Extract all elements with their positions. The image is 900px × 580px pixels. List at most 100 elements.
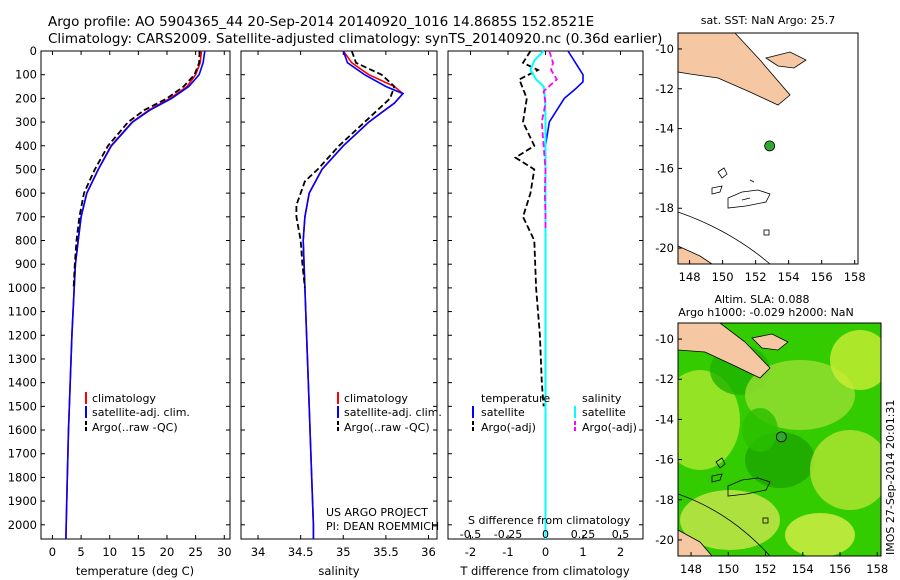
legend-label-sal-satellite: satellite: [582, 406, 626, 419]
depth-tick-label: 400: [15, 139, 37, 153]
x-tick-label: 10: [102, 545, 117, 559]
argo-float-marker: [775, 431, 787, 443]
x-tick-label: 25: [188, 545, 203, 559]
series-line-satellite-adj: [302, 50, 405, 539]
argo-float-marker: [764, 140, 776, 152]
s-tick-label: -0.25: [494, 528, 522, 541]
salinity-panel-frame: [240, 50, 438, 540]
legend-label-climatology: climatology: [344, 392, 408, 405]
header-line-2: Climatology: CARS2009. Satellite-adjuste…: [48, 31, 662, 47]
s-tick-label: -0.5: [460, 528, 481, 541]
legend-label-argo: Argo(..raw -QC): [344, 421, 430, 434]
sla-map: 148 150 152 154 156 158 -10 -12 -14 -16 -18 -20: [655, 322, 888, 576]
coral-sea-reefs: [711, 167, 771, 209]
lat-tick-label: -12: [655, 82, 674, 96]
depth-axis: 0 100 200 300 400 500 600 700 800 900 1000 1100 1200…: [8, 44, 643, 532]
lon-tick-label: 150: [717, 562, 739, 576]
small-reef: [763, 229, 770, 236]
lon-tick-label: 154: [792, 562, 814, 576]
depth-tick-label: 1600: [8, 423, 37, 437]
x-tick-label: 2: [617, 545, 624, 559]
side-stamp: IMOS 27-Sep-2014 20:01:31: [884, 400, 897, 555]
legend-label-temp-satellite: satellite: [481, 406, 525, 419]
depth-tick-label: 1800: [8, 470, 37, 484]
land-new-guinea: [678, 323, 771, 379]
s-tick-label: 0.5: [612, 528, 630, 541]
temperature-panel: 0 5 10 15 20 25 30: [49, 50, 232, 559]
x-tick-label: 20: [160, 545, 175, 559]
x-tick-label: 36: [421, 545, 436, 559]
salinity-xlabel: salinity: [318, 564, 359, 578]
lat-tick-label: -10: [655, 332, 674, 346]
depth-tick-label: 100: [15, 68, 37, 82]
credit-project: US ARGO PROJECT: [326, 506, 428, 519]
sst-map-frame: [677, 32, 859, 265]
x-tick-label: -1: [502, 545, 513, 559]
lon-tick-label: 152: [745, 270, 767, 284]
land-island: [765, 51, 807, 69]
s-tick-label: 0: [542, 528, 549, 541]
x-tick-label: 15: [131, 545, 146, 559]
depth-tick-label: 1200: [8, 328, 37, 342]
difference-legend: temperature salinity satellite Argo(-adj…: [468, 392, 637, 527]
lat-tick-label: -18: [655, 201, 674, 215]
lat-tick-label: -16: [655, 161, 674, 175]
legend-title-salinity: salinity: [582, 392, 622, 405]
legend-label-sal-argo: Argo(-adj): [582, 421, 637, 434]
lon-tick-label: 156: [811, 270, 833, 284]
depth-tick-label: 300: [15, 115, 37, 129]
land-island: [751, 333, 789, 351]
small-reef: [762, 517, 769, 524]
legend-label-satellite: satellite-adj. clim.: [344, 406, 442, 419]
x-tick-label: 35.5: [373, 545, 399, 559]
temperature-legend: climatology satellite-adj. clim. Argo(..…: [85, 392, 190, 434]
sla-map-title-2: Argo h1000: -0.029 h2000: NaN: [678, 306, 854, 319]
depth-tick-label: 0: [30, 44, 37, 58]
sla-map-frame: [677, 322, 882, 557]
depth-tick-label: 700: [15, 210, 37, 224]
salinity-legend: climatology satellite-adj. clim. Argo(..…: [326, 392, 442, 533]
depth-tick-label: 800: [15, 234, 37, 248]
lat-tick-label: -20: [655, 241, 674, 255]
series-line-temp-argo: [513, 50, 545, 407]
x-tick-label: -2: [465, 545, 476, 559]
depth-tick-label: 1700: [8, 447, 37, 461]
series-line-satellite-adj: [65, 50, 206, 540]
depth-tick-label: 600: [15, 186, 37, 200]
lat-tick-label: -14: [655, 412, 674, 426]
shelf-contour: [678, 493, 771, 556]
legend-label-temp-argo: Argo(-adj): [481, 421, 536, 434]
series-line-argo: [72, 50, 201, 288]
lon-tick-label: 156: [829, 562, 851, 576]
depth-tick-label: 1900: [8, 494, 37, 508]
salinity-panel: 34 34.5 35 35.5 36: [251, 50, 436, 559]
lat-tick-label: -20: [655, 533, 674, 547]
x-tick-label: 35: [336, 545, 351, 559]
lon-tick-label: 158: [844, 270, 866, 284]
x-tick-label: 1: [579, 545, 586, 559]
s-tick-label: 0.25: [571, 528, 596, 541]
series-line-climatology: [302, 50, 405, 539]
lat-tick-label: -18: [655, 493, 674, 507]
x-tick-label: 0: [49, 545, 56, 559]
depth-tick-label: 200: [15, 91, 37, 105]
depth-tick-label: 500: [15, 162, 37, 176]
legend-label-argo: Argo(..raw -QC): [92, 421, 178, 434]
series-line-sal-argo: [540, 50, 558, 229]
lon-tick-label: 154: [778, 270, 800, 284]
lat-tick-label: -10: [655, 42, 674, 56]
depth-tick-label: 1100: [8, 305, 37, 319]
legend-label-climatology: climatology: [92, 392, 156, 405]
legend-title-temperature: temperature: [481, 392, 550, 405]
depth-tick-label: 1000: [8, 281, 37, 295]
lon-tick-label: 148: [679, 270, 701, 284]
depth-tick-label: 1500: [8, 399, 37, 413]
x-tick-label: 5: [77, 545, 84, 559]
depth-tick-label: 900: [15, 257, 37, 271]
land-new-guinea: [677, 32, 791, 106]
credit-pi: PI: DEAN ROEMMICH: [326, 520, 439, 533]
lon-tick-label: 152: [755, 562, 777, 576]
lat-tick-label: -14: [655, 122, 674, 136]
depth-tick-label: 1300: [8, 352, 37, 366]
